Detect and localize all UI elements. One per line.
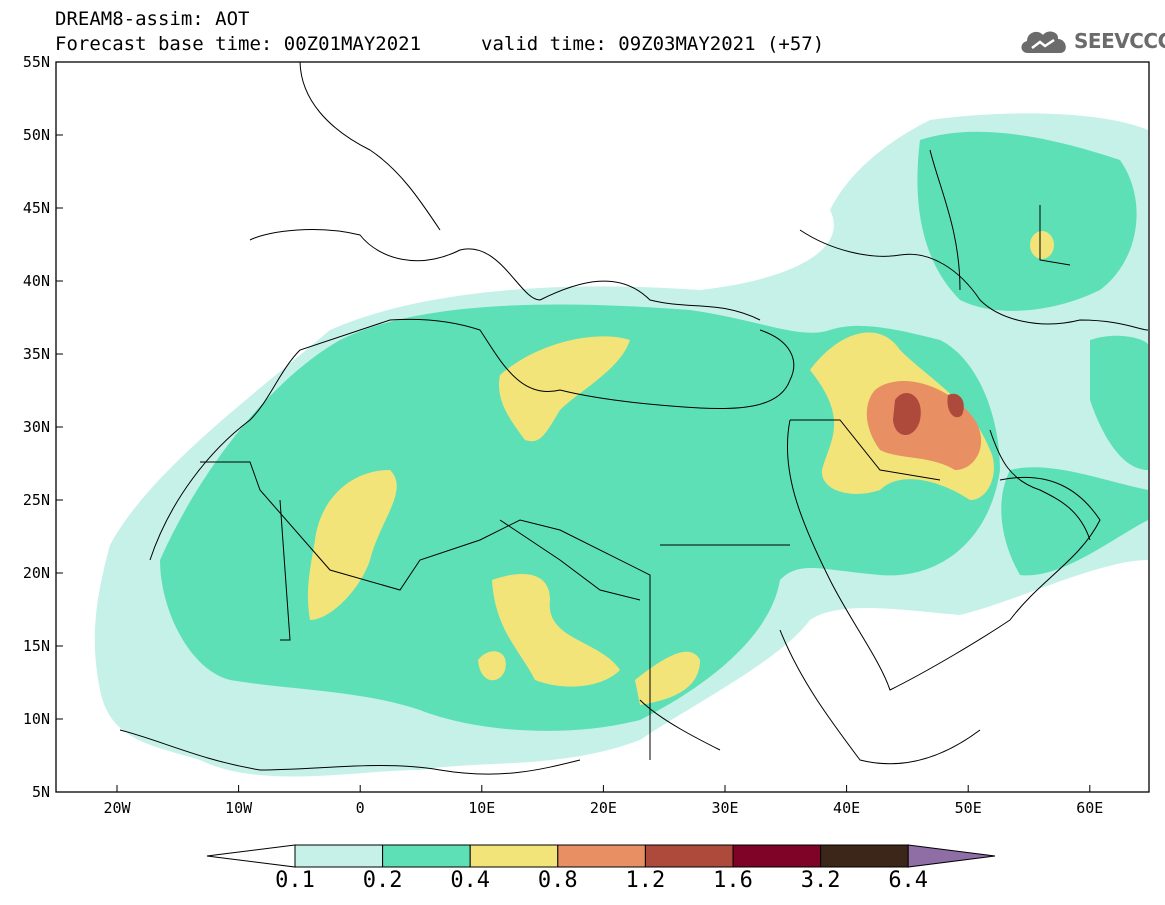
- colorbar-label: 6.4: [888, 868, 929, 893]
- aot-region-high-2: [499, 336, 630, 442]
- cloud-icon: [1021, 31, 1066, 53]
- aot-region-high-6: [1030, 231, 1054, 259]
- colorbar-swatch: [382, 844, 471, 868]
- lat-label: 35N: [23, 345, 50, 363]
- lat-label: 5N: [32, 783, 50, 801]
- colorbar-swatch: [294, 844, 384, 868]
- lon-label: 40E: [833, 799, 860, 817]
- lon-axis: 20W 10W 0 10E 20E 30E 40E 50E 60E: [103, 785, 1103, 817]
- lon-label: 10W: [225, 799, 253, 817]
- lon-label: 20W: [103, 799, 131, 817]
- colorbar-high-arrow: [907, 844, 996, 868]
- colorbar-swatch: [557, 844, 646, 868]
- lon-label: 0: [356, 799, 365, 817]
- lat-label: 15N: [23, 637, 50, 655]
- logo-text: SEEVCCC: [1074, 29, 1165, 53]
- colorbar-label: 0.1: [275, 868, 315, 893]
- aot-region-high-1: [307, 470, 397, 620]
- lon-label: 10E: [468, 799, 495, 817]
- lat-label: 45N: [23, 199, 50, 217]
- colorbar-swatch: [820, 844, 909, 868]
- aot-region-mid-1: [160, 304, 1000, 731]
- lat-label: 20N: [23, 564, 50, 582]
- aot-region-mid-4: [1090, 335, 1148, 470]
- lat-label: 10N: [23, 710, 50, 728]
- lat-label: 25N: [23, 491, 50, 509]
- colorbar-label: 3.2: [800, 868, 841, 893]
- colorbar-swatch: [732, 844, 822, 868]
- colorbar-low-arrow: [206, 844, 296, 868]
- valid-time-text: valid time: 09Z03MAY2021 (+57): [481, 33, 825, 55]
- colorbar-swatch: [469, 844, 559, 868]
- aot-region-peak-2: [947, 393, 964, 418]
- colorbar-label: 1.2: [625, 868, 666, 893]
- lat-axis: 55N 50N 45N 40N 35N 30N 25N 20N 15N 10N 5N: [23, 53, 63, 801]
- forecast-time-line: Forecast base time: 00Z01MAY2021 valid ti…: [55, 33, 824, 55]
- lat-label: 50N: [23, 126, 50, 144]
- coastlines: [119, 62, 1149, 775]
- lat-label: 30N: [23, 418, 50, 436]
- colorbar-label: 0.2: [362, 868, 403, 893]
- aot-region-peak-1: [893, 392, 921, 435]
- colorbar-label: 1.6: [713, 868, 753, 893]
- lon-label: 30E: [711, 799, 738, 817]
- aot-region-high-5: [635, 651, 700, 705]
- colorbar: [206, 844, 996, 868]
- lat-label: 40N: [23, 272, 50, 290]
- aot-region-high-3: [492, 574, 620, 687]
- lat-label: 55N: [23, 53, 50, 71]
- aot-region-high-7: [478, 651, 506, 681]
- lon-label: 50E: [955, 799, 982, 817]
- base-time-text: Forecast base time: 00Z01MAY2021: [55, 33, 422, 55]
- map-title: DREAM8-assim: AOT: [55, 8, 250, 30]
- lon-label: 20E: [590, 799, 617, 817]
- aot-field: [94, 113, 1149, 777]
- colorbar-swatch: [644, 844, 734, 868]
- seevccc-logo: SEEVCCC: [1018, 26, 1165, 56]
- aot-region-mid-2: [917, 131, 1137, 311]
- aot-region-mid-3: [1001, 467, 1148, 576]
- colorbar-label: 0.4: [450, 868, 491, 893]
- colorbar-label: 0.8: [537, 868, 578, 893]
- lon-label: 60E: [1076, 799, 1103, 817]
